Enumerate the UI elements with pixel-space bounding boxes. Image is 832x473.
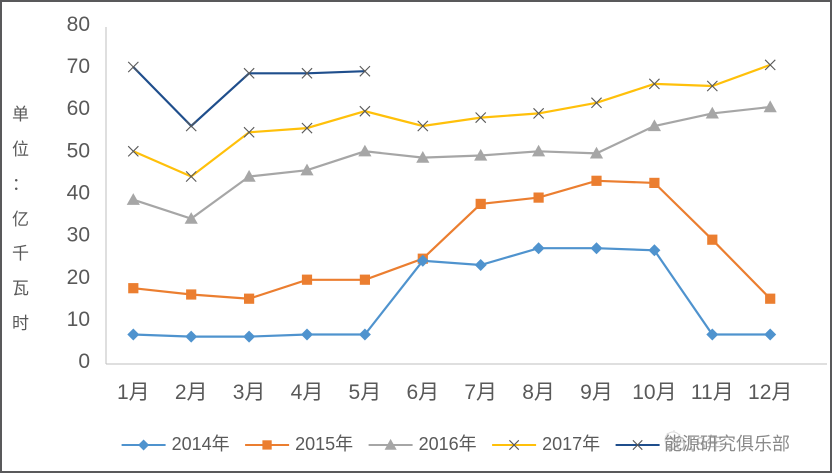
svg-text:8月: 8月 [522, 381, 555, 404]
svg-text:2017年: 2017年 [542, 434, 600, 454]
svg-text:3月: 3月 [233, 381, 266, 404]
svg-text:20: 20 [67, 266, 90, 289]
svg-text:1月: 1月 [117, 381, 150, 404]
svg-text:0: 0 [78, 350, 90, 373]
svg-text:2014年: 2014年 [172, 434, 230, 454]
svg-text:50: 50 [67, 139, 90, 162]
svg-text:2015年: 2015年 [295, 434, 353, 454]
svg-text:7月: 7月 [464, 381, 497, 404]
svg-text:80: 80 [67, 13, 90, 36]
svg-text:60: 60 [67, 97, 90, 120]
svg-text:10月: 10月 [632, 381, 676, 404]
svg-text:5月: 5月 [349, 381, 382, 404]
svg-text:70: 70 [67, 55, 90, 78]
svg-text:10: 10 [67, 308, 90, 331]
svg-text:能源研究俱乐部: 能源研究俱乐部 [664, 434, 790, 454]
svg-text:2月: 2月 [175, 381, 208, 404]
svg-text:30: 30 [67, 224, 90, 247]
svg-text:4月: 4月 [291, 381, 324, 404]
svg-text:6月: 6月 [406, 381, 439, 404]
svg-text:12月: 12月 [748, 381, 792, 404]
svg-text:11月: 11月 [691, 381, 734, 404]
svg-text:9月: 9月 [580, 381, 613, 404]
svg-text:40: 40 [67, 182, 90, 205]
svg-text:2016年: 2016年 [419, 434, 477, 454]
